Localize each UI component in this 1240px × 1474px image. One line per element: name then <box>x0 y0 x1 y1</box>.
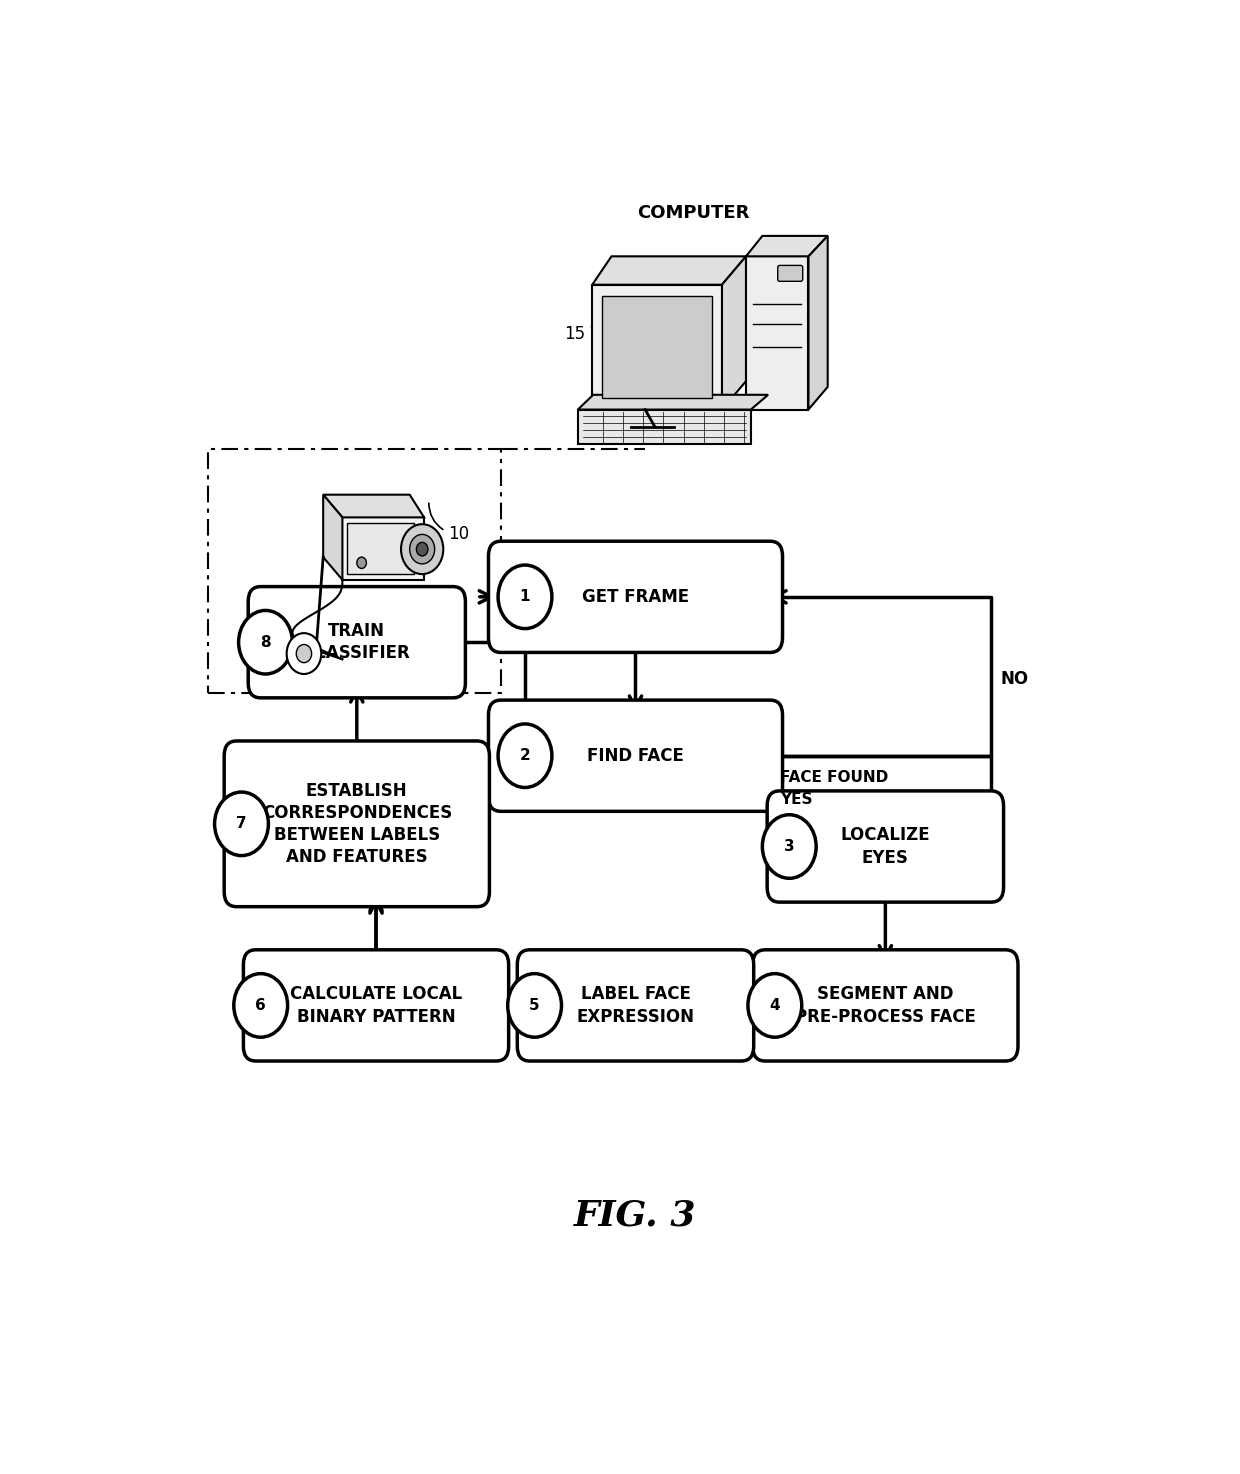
FancyBboxPatch shape <box>489 541 782 653</box>
Text: ESTABLISH
CORRESPONDENCES
BETWEEN LABELS
AND FEATURES: ESTABLISH CORRESPONDENCES BETWEEN LABELS… <box>262 781 451 867</box>
Text: 2: 2 <box>520 749 531 764</box>
Text: LABEL FACE
EXPRESSION: LABEL FACE EXPRESSION <box>577 985 694 1026</box>
Text: SEGMENT AND
PRE-PROCESS FACE: SEGMENT AND PRE-PROCESS FACE <box>795 985 976 1026</box>
Polygon shape <box>593 284 722 410</box>
Text: 10: 10 <box>448 525 469 544</box>
Circle shape <box>507 974 562 1038</box>
Text: LOCALIZE
EYES: LOCALIZE EYES <box>841 827 930 867</box>
Circle shape <box>234 974 288 1038</box>
Circle shape <box>357 557 367 569</box>
FancyBboxPatch shape <box>777 265 802 282</box>
FancyBboxPatch shape <box>347 523 414 573</box>
Circle shape <box>409 535 435 565</box>
FancyBboxPatch shape <box>224 741 490 907</box>
Text: 3: 3 <box>784 839 795 853</box>
Polygon shape <box>324 495 342 579</box>
Polygon shape <box>808 236 828 410</box>
Polygon shape <box>578 410 751 444</box>
Text: 7: 7 <box>236 817 247 831</box>
Polygon shape <box>578 395 768 410</box>
Circle shape <box>215 792 268 855</box>
Circle shape <box>748 974 802 1038</box>
FancyBboxPatch shape <box>243 949 508 1061</box>
Polygon shape <box>746 256 808 410</box>
Circle shape <box>763 815 816 879</box>
FancyBboxPatch shape <box>601 296 713 398</box>
Text: FACE FOUND: FACE FOUND <box>780 771 888 786</box>
Text: COMPUTER: COMPUTER <box>637 205 749 223</box>
Text: 6: 6 <box>255 998 267 1013</box>
Text: 8: 8 <box>260 635 270 650</box>
FancyBboxPatch shape <box>248 587 465 697</box>
Circle shape <box>417 542 428 556</box>
Text: TRAIN
CLASSIFIER: TRAIN CLASSIFIER <box>304 622 410 662</box>
Text: 15: 15 <box>564 324 585 342</box>
Text: CALCULATE LOCAL
BINARY PATTERN: CALCULATE LOCAL BINARY PATTERN <box>290 985 463 1026</box>
FancyBboxPatch shape <box>768 792 1003 902</box>
Polygon shape <box>324 495 424 517</box>
Text: 4: 4 <box>770 998 780 1013</box>
Text: YES: YES <box>780 792 812 808</box>
Text: GET FRAME: GET FRAME <box>582 588 689 606</box>
Bar <box>208 450 501 693</box>
FancyBboxPatch shape <box>517 949 754 1061</box>
Circle shape <box>498 565 552 628</box>
Polygon shape <box>342 517 424 579</box>
Text: 1: 1 <box>520 590 531 604</box>
Circle shape <box>498 724 552 787</box>
FancyBboxPatch shape <box>753 949 1018 1061</box>
FancyBboxPatch shape <box>489 700 782 811</box>
Circle shape <box>296 644 311 663</box>
Circle shape <box>238 610 293 674</box>
Text: FIND FACE: FIND FACE <box>587 747 684 765</box>
Circle shape <box>286 634 321 674</box>
Circle shape <box>401 525 444 573</box>
Text: FIG. 3: FIG. 3 <box>574 1198 697 1232</box>
Polygon shape <box>722 256 746 410</box>
Text: NO: NO <box>1001 669 1029 687</box>
Polygon shape <box>746 236 828 256</box>
Polygon shape <box>593 256 746 284</box>
Text: 5: 5 <box>529 998 539 1013</box>
